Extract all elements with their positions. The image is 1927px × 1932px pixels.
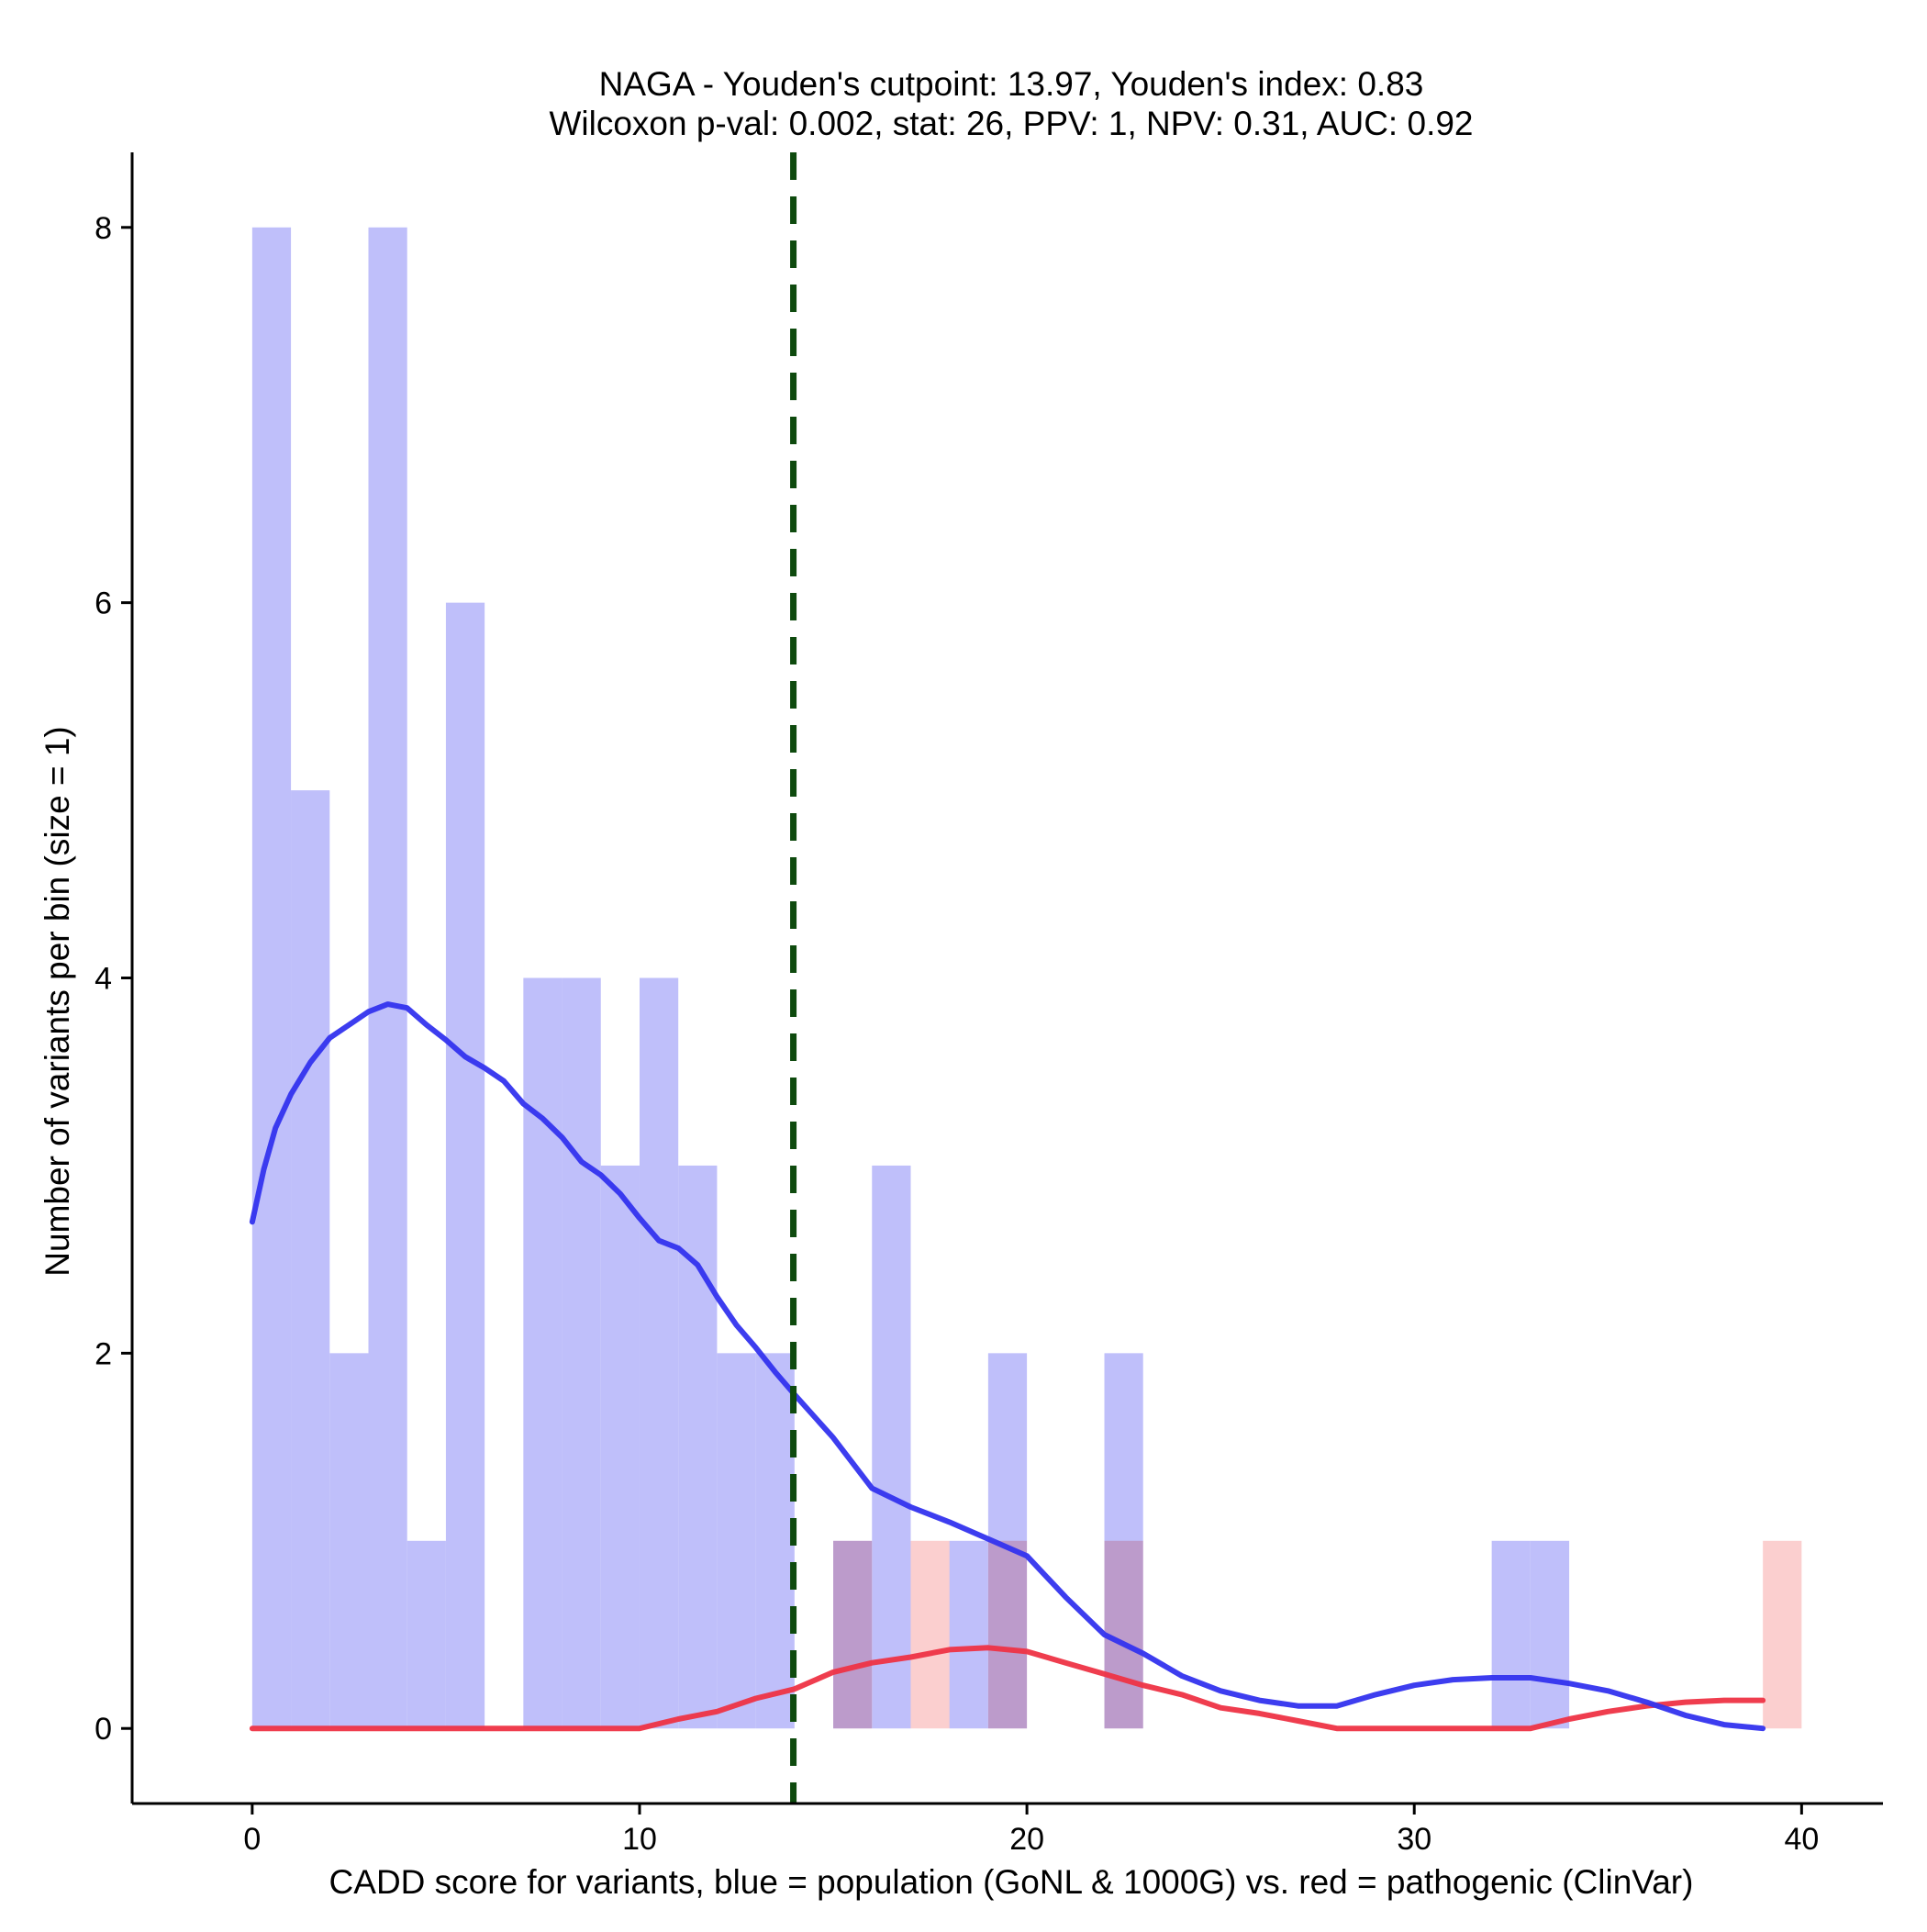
population-bar <box>329 1353 369 1729</box>
chart-subtitle: Wilcoxon p-val: 0.002, stat: 26, PPV: 1,… <box>549 105 1473 142</box>
x-tick-label: 30 <box>1397 1822 1431 1857</box>
x-tick-label: 0 <box>243 1822 261 1857</box>
population-bar <box>755 1353 795 1729</box>
y-tick-label: 0 <box>95 1712 112 1747</box>
population-bar <box>1530 1540 1570 1729</box>
population-bar <box>1491 1540 1531 1729</box>
pathogenic-bar <box>910 1540 950 1729</box>
pathogenic-bar <box>833 1540 873 1729</box>
chart-title: NAGA - Youden's cutpoint: 13.97, Youden'… <box>599 65 1424 103</box>
pathogenic-density-line <box>249 1645 1766 1732</box>
population-bar <box>445 602 485 1729</box>
population-bar <box>523 977 563 1729</box>
population-bar <box>291 790 330 1729</box>
population-bar <box>639 977 679 1729</box>
text-layer: NAGA - Youden's cutpoint: 13.97, Youden'… <box>39 65 1693 1901</box>
y-tick-label: 2 <box>95 1336 112 1371</box>
population-bar <box>251 227 292 1729</box>
x-tick-label: 40 <box>1784 1822 1819 1857</box>
y-axis-label: Number of variants per bin (size = 1) <box>39 726 76 1276</box>
population-bar <box>717 1353 756 1729</box>
population-bar <box>949 1540 988 1729</box>
pathogenic-bar <box>987 1540 1028 1729</box>
pathogenic-bar <box>1104 1540 1143 1729</box>
population-bar <box>678 1165 718 1729</box>
x-tick-label: 20 <box>1009 1822 1044 1857</box>
axes-layer: 0 10 20 30 40 0 2 4 6 8 <box>95 152 1883 1857</box>
y-tick-label: 8 <box>95 211 112 246</box>
density-curves-layer <box>249 1001 1766 1732</box>
population-bar <box>407 1540 446 1729</box>
x-axis-label: CADD score for variants, blue = populati… <box>329 1863 1694 1901</box>
pathogenic-bar <box>1763 1540 1802 1729</box>
y-tick-label: 4 <box>95 962 112 997</box>
x-tick-label: 10 <box>622 1822 657 1857</box>
population-density-line <box>249 1001 1766 1732</box>
bars-layer <box>251 227 1802 1729</box>
population-bar <box>368 227 407 1729</box>
y-tick-label: 6 <box>95 586 112 621</box>
population-bar <box>600 1165 640 1729</box>
population-bar <box>872 1165 911 1729</box>
population-bar <box>562 977 601 1729</box>
